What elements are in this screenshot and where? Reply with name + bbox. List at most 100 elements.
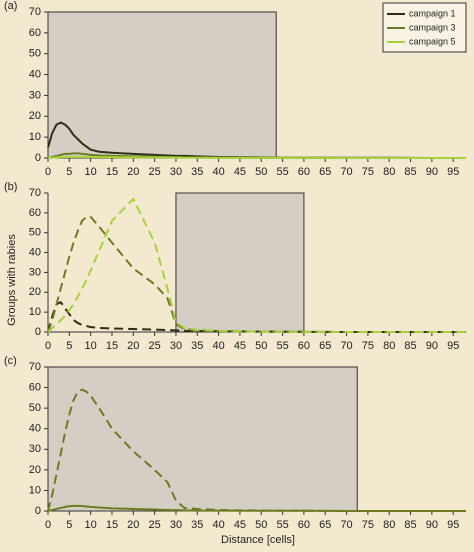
- shaded-region: [47, 11, 277, 159]
- y-tick-label: 40: [29, 68, 41, 80]
- y-tick-label: 0: [35, 326, 41, 338]
- x-tick-label: 50: [255, 166, 267, 178]
- y-tick-label: 20: [29, 110, 41, 122]
- shaded-region: [175, 192, 305, 333]
- panel: (b) 0 10 20 30 40 50 60 70 0 5 10 15 20 25 30 35 40 45 50 55…: [4, 181, 466, 352]
- x-tick-label: 50: [255, 340, 267, 352]
- series-line: [47, 215, 466, 333]
- x-tick-label: 60: [298, 519, 310, 531]
- x-tick-label: 10: [85, 166, 97, 178]
- y-tick-label: 60: [29, 27, 41, 39]
- x-tick-label: 40: [212, 519, 224, 531]
- x-tick-label: 60: [298, 166, 310, 178]
- y-axis-label: Groups with rabies: [6, 234, 18, 326]
- y-tick-label: 70: [29, 6, 41, 18]
- x-tick-label: 95: [447, 519, 459, 531]
- y-tick-label: 40: [29, 423, 41, 435]
- legend-label: campaign 3: [409, 22, 456, 32]
- y-tick-label: 10: [29, 306, 41, 318]
- y-tick-label: 10: [29, 484, 41, 496]
- y-tick-label: 40: [29, 246, 41, 258]
- x-tick-label: 25: [149, 340, 161, 352]
- x-tick-label: 45: [234, 340, 246, 352]
- x-tick-label: 45: [234, 519, 246, 531]
- x-tick-label: 15: [106, 519, 118, 531]
- x-tick-label: 90: [426, 340, 438, 352]
- x-tick-label: 30: [170, 166, 182, 178]
- x-tick-label: 75: [362, 519, 374, 531]
- x-tick-label: 65: [319, 519, 331, 531]
- x-tick-label: 80: [383, 519, 395, 531]
- x-tick-label: 95: [447, 166, 459, 178]
- y-tick-label: 30: [29, 443, 41, 455]
- x-tick-label: 70: [340, 166, 352, 178]
- x-tick-label: 25: [149, 519, 161, 531]
- x-tick-label: 0: [45, 340, 51, 352]
- x-tick-label: 20: [127, 166, 139, 178]
- y-tick-label: 70: [29, 361, 41, 373]
- x-tick-label: 75: [362, 166, 374, 178]
- x-tick-label: 20: [127, 340, 139, 352]
- x-tick-label: 0: [45, 166, 51, 178]
- panel-label: (b): [4, 181, 17, 193]
- y-tick-label: 60: [29, 381, 41, 393]
- series-line: [47, 155, 466, 159]
- x-tick-label: 55: [276, 340, 288, 352]
- y-tick-label: 50: [29, 227, 41, 239]
- legend-label: campaign 1: [409, 8, 456, 18]
- x-tick-label: 15: [106, 340, 118, 352]
- x-tick-label: 85: [404, 166, 416, 178]
- x-tick-label: 35: [191, 519, 203, 531]
- x-tick-label: 10: [85, 519, 97, 531]
- x-tick-label: 70: [340, 519, 352, 531]
- y-tick-label: 0: [35, 505, 41, 517]
- x-tick-label: 5: [66, 166, 72, 178]
- y-tick-label: 30: [29, 89, 41, 101]
- y-tick-label: 10: [29, 131, 41, 143]
- panel-label: (c): [4, 355, 17, 367]
- y-tick-label: 50: [29, 48, 41, 60]
- panel-label: (a): [4, 0, 17, 12]
- y-tick-label: 20: [29, 464, 41, 476]
- x-tick-label: 85: [404, 340, 416, 352]
- y-tick-label: 20: [29, 286, 41, 298]
- panel: (c) 0 10 20 30 40 50 60 70 0 5 10 15 20 25 30 35 40 45 50 55…: [4, 355, 466, 531]
- shaded-region: [47, 366, 358, 512]
- x-tick-label: 10: [85, 340, 97, 352]
- x-tick-label: 65: [319, 340, 331, 352]
- x-axis-label: Distance [cells]: [221, 534, 295, 546]
- x-tick-label: 65: [319, 166, 331, 178]
- x-tick-label: 30: [170, 340, 182, 352]
- x-tick-label: 55: [276, 166, 288, 178]
- series-line: [47, 504, 466, 512]
- x-tick-label: 35: [191, 166, 203, 178]
- legend-label: campaign 5: [409, 36, 456, 46]
- x-tick-label: 40: [212, 340, 224, 352]
- x-tick-label: 5: [66, 519, 72, 531]
- x-tick-label: 40: [212, 166, 224, 178]
- y-tick-label: 0: [35, 152, 41, 164]
- x-tick-label: 90: [426, 166, 438, 178]
- x-tick-label: 60: [298, 340, 310, 352]
- series-line: [47, 197, 466, 333]
- x-tick-label: 15: [106, 166, 118, 178]
- x-tick-label: 30: [170, 519, 182, 531]
- x-tick-label: 20: [127, 519, 139, 531]
- x-tick-label: 80: [383, 166, 395, 178]
- y-tick-label: 60: [29, 207, 41, 219]
- x-tick-label: 5: [66, 340, 72, 352]
- x-tick-label: 35: [191, 340, 203, 352]
- x-tick-label: 50: [255, 519, 267, 531]
- x-tick-label: 95: [447, 340, 459, 352]
- x-tick-label: 80: [383, 340, 395, 352]
- x-tick-label: 0: [45, 519, 51, 531]
- y-tick-label: 70: [29, 187, 41, 199]
- x-tick-label: 55: [276, 519, 288, 531]
- panel: (a) 0 10 20 30 40 50 60 70 0 5 10 15 20 25 30 35 40 45 50 55…: [4, 0, 467, 178]
- y-tick-label: 50: [29, 402, 41, 414]
- x-tick-label: 70: [340, 340, 352, 352]
- x-tick-label: 85: [404, 519, 416, 531]
- x-tick-label: 90: [426, 519, 438, 531]
